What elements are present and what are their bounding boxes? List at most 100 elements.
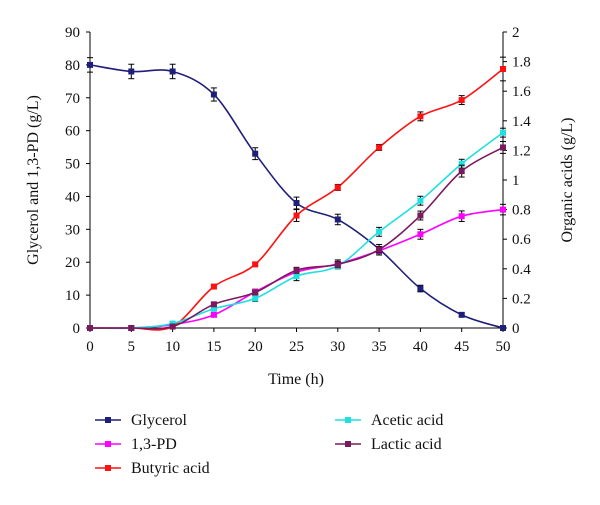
data-point: [210, 91, 217, 98]
x-tick-label: 40: [413, 339, 428, 355]
legend-item-acetic-acid: Acetic acid: [335, 412, 443, 429]
data-point: [500, 66, 506, 72]
data-point: [458, 168, 465, 175]
y-right-tick-label: 0.8: [512, 203, 531, 219]
data-point: [417, 113, 424, 120]
series-group: [87, 56, 506, 331]
data-point: [87, 61, 93, 68]
legend-item-1-3-pd: 1,3-PD: [95, 436, 177, 453]
data-point: [458, 311, 465, 318]
legend-item-lactic-acid: Lactic acid: [335, 436, 442, 453]
data-point: [417, 212, 424, 219]
data-point: [500, 206, 506, 213]
data-point: [169, 323, 176, 330]
series-line-lactic-acid: [89, 146, 504, 330]
legend-label: Butyric acid: [131, 460, 210, 477]
axes: [89, 32, 504, 329]
data-point: [293, 212, 300, 219]
series-line-glycerol: [89, 64, 504, 329]
y-right-tick-label: 1.4: [512, 114, 531, 130]
y-left-tick-label: 40: [65, 189, 80, 205]
x-tick-label: 30: [330, 339, 345, 355]
data-point: [210, 301, 217, 308]
data-point: [210, 305, 217, 312]
legend-item-butyric-acid: Butyric acid: [95, 460, 210, 477]
data-point: [169, 68, 176, 75]
data-point: [293, 273, 300, 280]
data-point: [500, 129, 506, 136]
y-left-tick-label: 20: [65, 255, 80, 271]
x-tick-label: 20: [248, 339, 263, 355]
legend-label: 1,3-PD: [131, 436, 177, 453]
data-point: [334, 184, 341, 191]
data-point: [376, 228, 383, 235]
x-tick-label: 25: [289, 339, 304, 355]
series-lactic-acid: [87, 141, 506, 331]
data-point: [252, 295, 259, 302]
data-point: [376, 144, 383, 151]
y-right-tick-label: 1: [512, 173, 520, 189]
data-point: [293, 200, 300, 207]
data-point: [210, 283, 217, 290]
y-left-tick-label: 90: [65, 25, 80, 41]
y-left-tick-label: 80: [65, 58, 80, 74]
series-glycerol: [87, 57, 506, 331]
y-right-tick-label: 0.6: [512, 232, 531, 248]
y-left-tick-label: 50: [65, 157, 80, 173]
y-left-tick-label: 60: [65, 124, 80, 140]
legend-label: Lactic acid: [371, 436, 442, 453]
y-right-tick-label: 2: [512, 25, 520, 41]
y-right-tick-label: 1.2: [512, 143, 531, 159]
data-point: [458, 213, 465, 220]
data-point: [293, 267, 300, 274]
data-point: [252, 261, 259, 268]
data-point: [458, 160, 465, 167]
series-acetic-acid: [87, 127, 506, 331]
y-left-tick-label: 10: [65, 288, 80, 304]
x-tick-label: 10: [165, 339, 180, 355]
legend: Glycerol Acetic acid 1,3-PD Lactic acid Buty…: [95, 412, 443, 477]
x-tick-label: 15: [206, 339, 221, 355]
right-y-axis-label: Organic acids (g/L): [559, 118, 576, 243]
x-tick-label: 35: [372, 339, 387, 355]
series-line-acetic-acid: [89, 132, 504, 330]
ticks: 0 5 10 15 20 25 30 35 40 45 5001020304050607080900…: [65, 25, 531, 355]
data-point: [210, 311, 217, 318]
data-point: [334, 261, 341, 268]
x-tick-label: 0: [86, 339, 94, 355]
legend-marker: [105, 417, 111, 423]
data-point: [128, 325, 135, 331]
x-tick-label: 50: [496, 339, 511, 355]
y-left-tick-label: 0: [73, 321, 81, 337]
y-right-tick-label: 0.2: [512, 291, 531, 307]
y-right-tick-label: 1.6: [512, 84, 531, 100]
data-point: [252, 150, 259, 157]
data-point: [376, 246, 383, 253]
data-point: [87, 325, 93, 331]
legend-item-glycerol: Glycerol: [95, 412, 188, 429]
data-point: [417, 197, 424, 204]
data-point: [334, 216, 341, 223]
data-point: [500, 325, 506, 331]
left-y-axis-label: Glycerol and 1,3-PD (g/L): [25, 95, 42, 265]
y-left-tick-label: 70: [65, 91, 80, 107]
legend-marker: [345, 417, 351, 423]
data-point: [417, 285, 424, 292]
data-point: [417, 231, 424, 238]
y-right-tick-label: 1.8: [512, 55, 531, 71]
x-tick-label: 5: [128, 339, 136, 355]
data-point: [458, 97, 465, 104]
x-axis-label: Time (h): [268, 371, 324, 388]
legend-marker: [345, 441, 351, 447]
series-butyric-acid: [87, 56, 506, 331]
y-right-tick-label: 0: [512, 321, 520, 337]
legend-label: Glycerol: [131, 412, 188, 429]
legend-marker: [105, 465, 111, 471]
y-right-tick-label: 0.4: [512, 262, 531, 278]
y-left-tick-label: 30: [65, 222, 80, 238]
data-point: [128, 68, 135, 75]
legend-label: Acetic acid: [371, 412, 443, 429]
x-tick-label: 45: [454, 339, 469, 355]
data-point: [252, 289, 259, 296]
